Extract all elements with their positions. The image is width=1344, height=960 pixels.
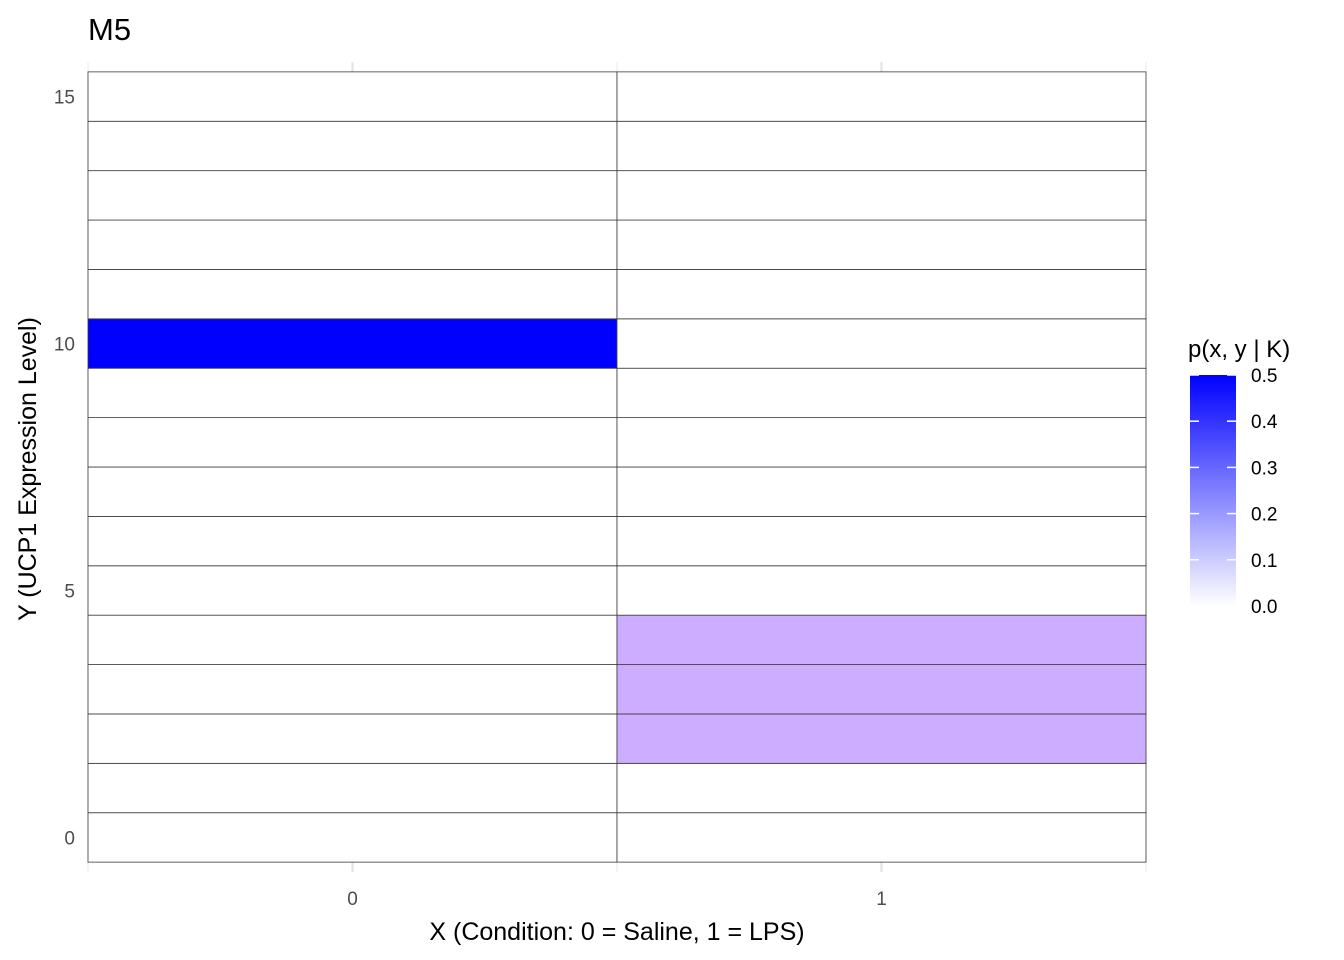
legend: p(x, y | K) 0.0 0.1 0.2 0.3 0.4 0.5 <box>1188 336 1290 618</box>
heatmap-cell-x0-y15 <box>87 71 618 122</box>
heatmap-cell-x0-y5 <box>87 565 618 616</box>
heatmap-cell-x0-y4 <box>87 614 618 665</box>
heatmap-cell-x0-y8 <box>87 417 618 468</box>
legend-title: p(x, y | K) <box>1188 336 1290 363</box>
y-axis-title: Y (UCP1 Expression Level) <box>14 317 42 621</box>
x-axis-title: X (Condition: 0 = Saline, 1 = LPS) <box>429 918 804 946</box>
y-tick-label: 0 <box>64 828 75 849</box>
heatmap-cell-x0-y7 <box>87 466 618 517</box>
heatmap-cell-x1-y15 <box>616 71 1147 122</box>
x-tick-label: 1 <box>876 889 887 910</box>
heatmap-cell-x1-y8 <box>616 417 1147 468</box>
heatmap-cell-x0-y3 <box>87 664 618 715</box>
heatmap-cell-x1-y14 <box>616 120 1147 172</box>
legend-tick-label: 0.2 <box>1251 505 1277 526</box>
heatmap-cell-x1-y6 <box>616 515 1147 567</box>
heatmap-cell-x0-y13 <box>87 170 618 221</box>
legend-tick-label: 0.4 <box>1251 412 1278 433</box>
heatmap-cell-x0-y2 <box>87 713 618 764</box>
heatmap-cell-x0-y10 <box>87 318 618 369</box>
heatmap-cell-x1-y1 <box>616 762 1147 814</box>
heatmap-cell-x1-y13 <box>616 170 1147 221</box>
y-tick-label: 15 <box>54 88 75 109</box>
legend-tick-label: 0.3 <box>1251 458 1277 479</box>
heatmap-cell-x1-y11 <box>616 269 1147 320</box>
heatmap-cell-x0-y9 <box>87 367 618 419</box>
legend-tick-label: 0.5 <box>1251 366 1277 387</box>
heatmap-cell-x0-y0 <box>87 812 618 863</box>
heatmap-cell-x1-y7 <box>616 466 1147 517</box>
heatmap-cell-x1-y0 <box>616 812 1147 863</box>
heatmap-cell-x1-y2 <box>616 713 1147 764</box>
x-tick-label: 0 <box>347 889 358 910</box>
heatmap-cell-x1-y10 <box>616 318 1147 369</box>
heatmap-cells <box>87 71 1147 863</box>
legend-colorbar <box>1190 375 1236 606</box>
heatmap-cell-x0-y1 <box>87 762 618 814</box>
heatmap-cell-x0-y6 <box>87 515 618 567</box>
legend-tick-label: 0.1 <box>1251 551 1277 572</box>
heatmap-cell-x1-y3 <box>616 664 1147 715</box>
heatmap-cell-x1-y5 <box>616 565 1147 616</box>
heatmap-cell-x0-y11 <box>87 269 618 320</box>
heatmap-cell-x1-y9 <box>616 367 1147 419</box>
y-tick-label: 5 <box>64 581 75 602</box>
y-tick-label: 10 <box>54 335 75 356</box>
chart-title: M5 <box>88 12 131 47</box>
legend-tick-label: 0.0 <box>1251 597 1277 618</box>
heatmap-cell-x0-y12 <box>87 219 618 270</box>
heatmap-cell-x1-y4 <box>616 614 1147 665</box>
heatmap-cell-x1-y12 <box>616 219 1147 270</box>
heatmap-cell-x0-y14 <box>87 120 618 172</box>
